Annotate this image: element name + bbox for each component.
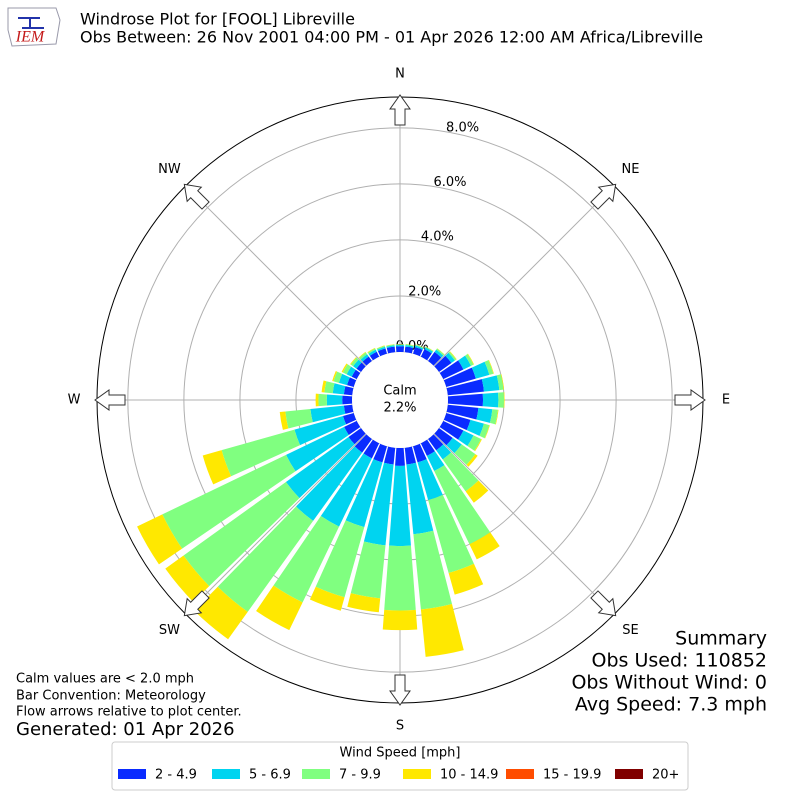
legend-label: 10 - 14.9 <box>440 768 498 783</box>
legend-label: 15 - 19.9 <box>543 768 601 783</box>
bar-segment <box>384 546 416 611</box>
bar-segment <box>316 394 319 407</box>
summary-title: Summary <box>675 628 767 650</box>
legend-label: 20+ <box>652 768 679 783</box>
calm-label: Calm <box>383 384 416 399</box>
calm-value: 2.2% <box>383 401 416 416</box>
x-tick-label: W <box>68 393 81 408</box>
legend-swatch <box>118 769 146 779</box>
bar-segment <box>498 392 504 408</box>
note: Bar Convention: Meteorology <box>16 689 206 704</box>
logo-text: IEM <box>15 29 46 46</box>
y-tick-label: 2.0% <box>408 284 441 299</box>
bar-segment <box>327 395 343 406</box>
summary-line: Obs Without Wind: 0 <box>571 672 767 694</box>
bar-segment <box>342 396 352 405</box>
legend-swatch <box>212 769 240 779</box>
x-tick-label: NW <box>158 162 181 177</box>
x-tick-label: NE <box>622 162 640 177</box>
y-tick-label: 8.0% <box>446 120 479 135</box>
logo-icon <box>18 18 44 28</box>
bar-segment <box>395 448 405 466</box>
x-tick-label: SE <box>622 623 638 638</box>
y-tick-label: 6.0% <box>433 175 466 190</box>
x-tick-label: S <box>396 719 404 734</box>
legend-label: 7 - 9.9 <box>339 768 381 783</box>
bar-segment <box>396 346 404 352</box>
x-tick-label: N <box>395 67 405 82</box>
chart-subtitle: Obs Between: 26 Nov 2001 04:00 PM - 01 A… <box>80 28 703 47</box>
bar-segment <box>483 393 499 408</box>
legend-title: Wind Speed [mph] <box>340 746 461 761</box>
legend-swatch <box>506 769 534 779</box>
bar-segment <box>396 345 404 347</box>
legend-label: 2 - 4.9 <box>155 768 197 783</box>
note: Flow arrows relative to plot center. <box>16 705 242 720</box>
note: Calm values are < 2.0 mph <box>16 672 194 687</box>
legend-swatch <box>403 769 431 779</box>
summary-line: Avg Speed: 7.3 mph <box>575 694 767 716</box>
x-tick-label: E <box>722 393 730 408</box>
summary-line: Obs Used: 110852 <box>592 650 767 672</box>
legend-swatch <box>302 769 330 779</box>
legend-swatch <box>615 769 643 779</box>
x-tick-label: SW <box>159 623 180 638</box>
y-tick-label: 4.0% <box>421 230 454 245</box>
bar-segment <box>383 610 418 630</box>
chart-title: Windrose Plot for [FOOL] Libreville <box>80 10 355 29</box>
generated: Generated: 01 Apr 2026 <box>16 719 235 740</box>
bar-segment <box>318 394 327 406</box>
logo: IEM <box>8 8 60 46</box>
legend-label: 5 - 6.9 <box>249 768 291 783</box>
